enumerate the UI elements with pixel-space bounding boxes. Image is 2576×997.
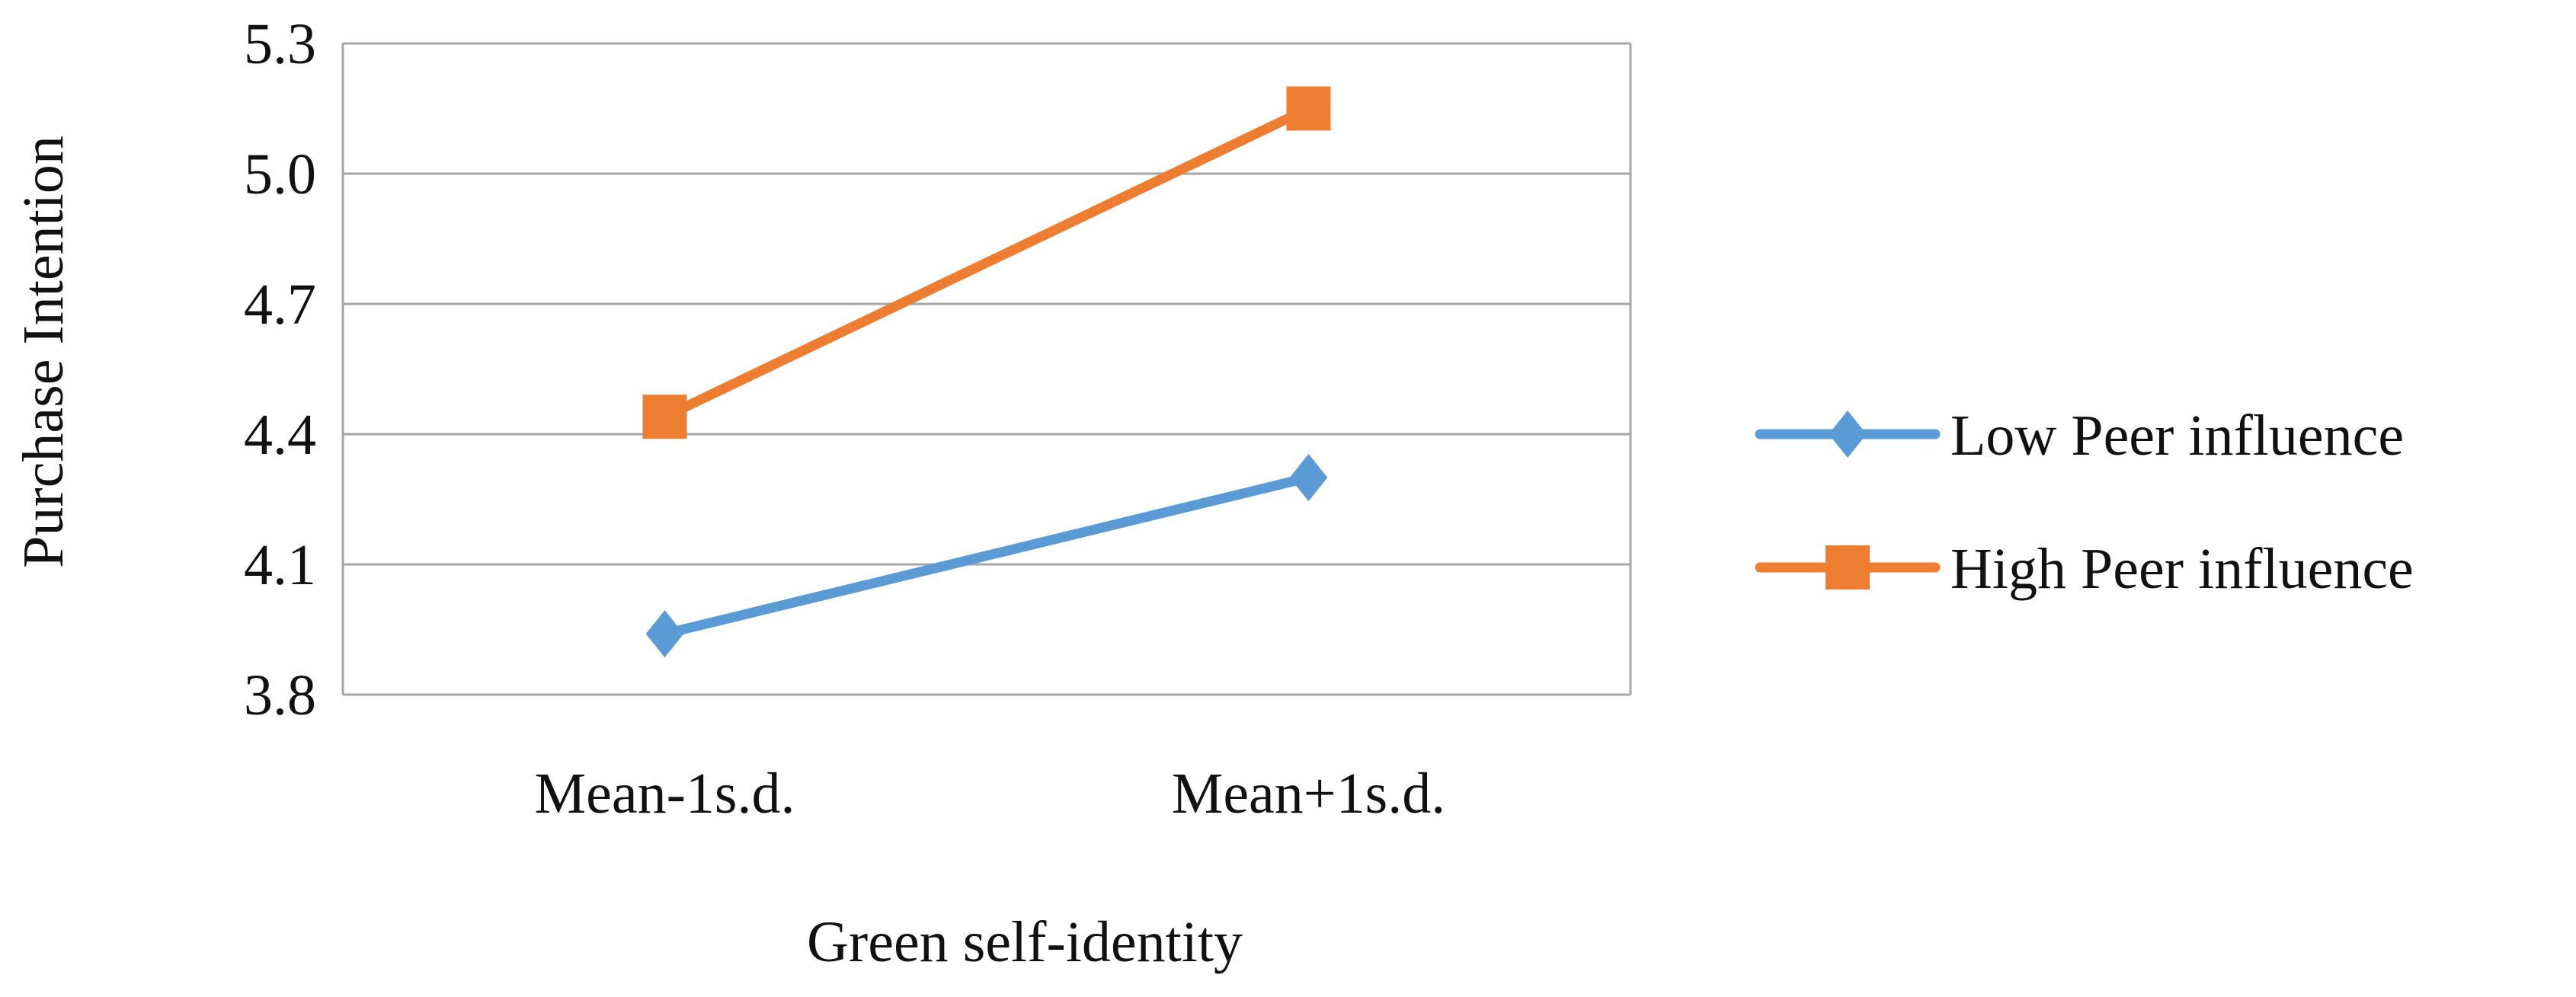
data-point-marker [1286,86,1331,131]
legend-item: Low Peer influence [1755,404,2404,468]
y-tick-label: 5.3 [244,12,316,76]
y-tick-label: 4.7 [244,273,316,337]
data-point-marker [642,395,687,439]
series-line [660,104,1314,422]
legend-marker [1829,410,1867,459]
y-tick-label: 4.4 [244,403,316,467]
axis-labels: Purchase Intention Green self-identity [11,136,1243,974]
data-point-marker [1289,453,1328,502]
series-high-peer [642,86,1331,439]
legend-marker [1826,545,1870,590]
x-axis-title: Green self-identity [807,910,1243,974]
legend-item: High Peer influence [1755,537,2414,601]
x-tick-label: Mean+1s.d. [1172,762,1445,826]
axes: 3.8 4.1 4.4 4.7 5.0 5.3 Mean-1s.d. Mean+1s.d. [244,12,1632,826]
data-point-marker [645,610,684,658]
x-tick-label: Mean-1s.d. [535,762,795,826]
series-low-peer [645,453,1328,658]
y-axis-title: Purchase Intention [11,136,75,568]
y-tick-label: 4.1 [244,533,316,597]
legend: Low Peer influence High Peer influence [1755,404,2414,601]
legend-label: High Peer influence [1950,537,2414,601]
legend-label: Low Peer influence [1950,404,2404,468]
series-lines [642,86,1331,658]
y-tick-label: 5.0 [244,142,316,206]
gridlines [343,42,1630,696]
y-tick-label: 3.8 [244,663,316,727]
series-line [660,472,1314,639]
